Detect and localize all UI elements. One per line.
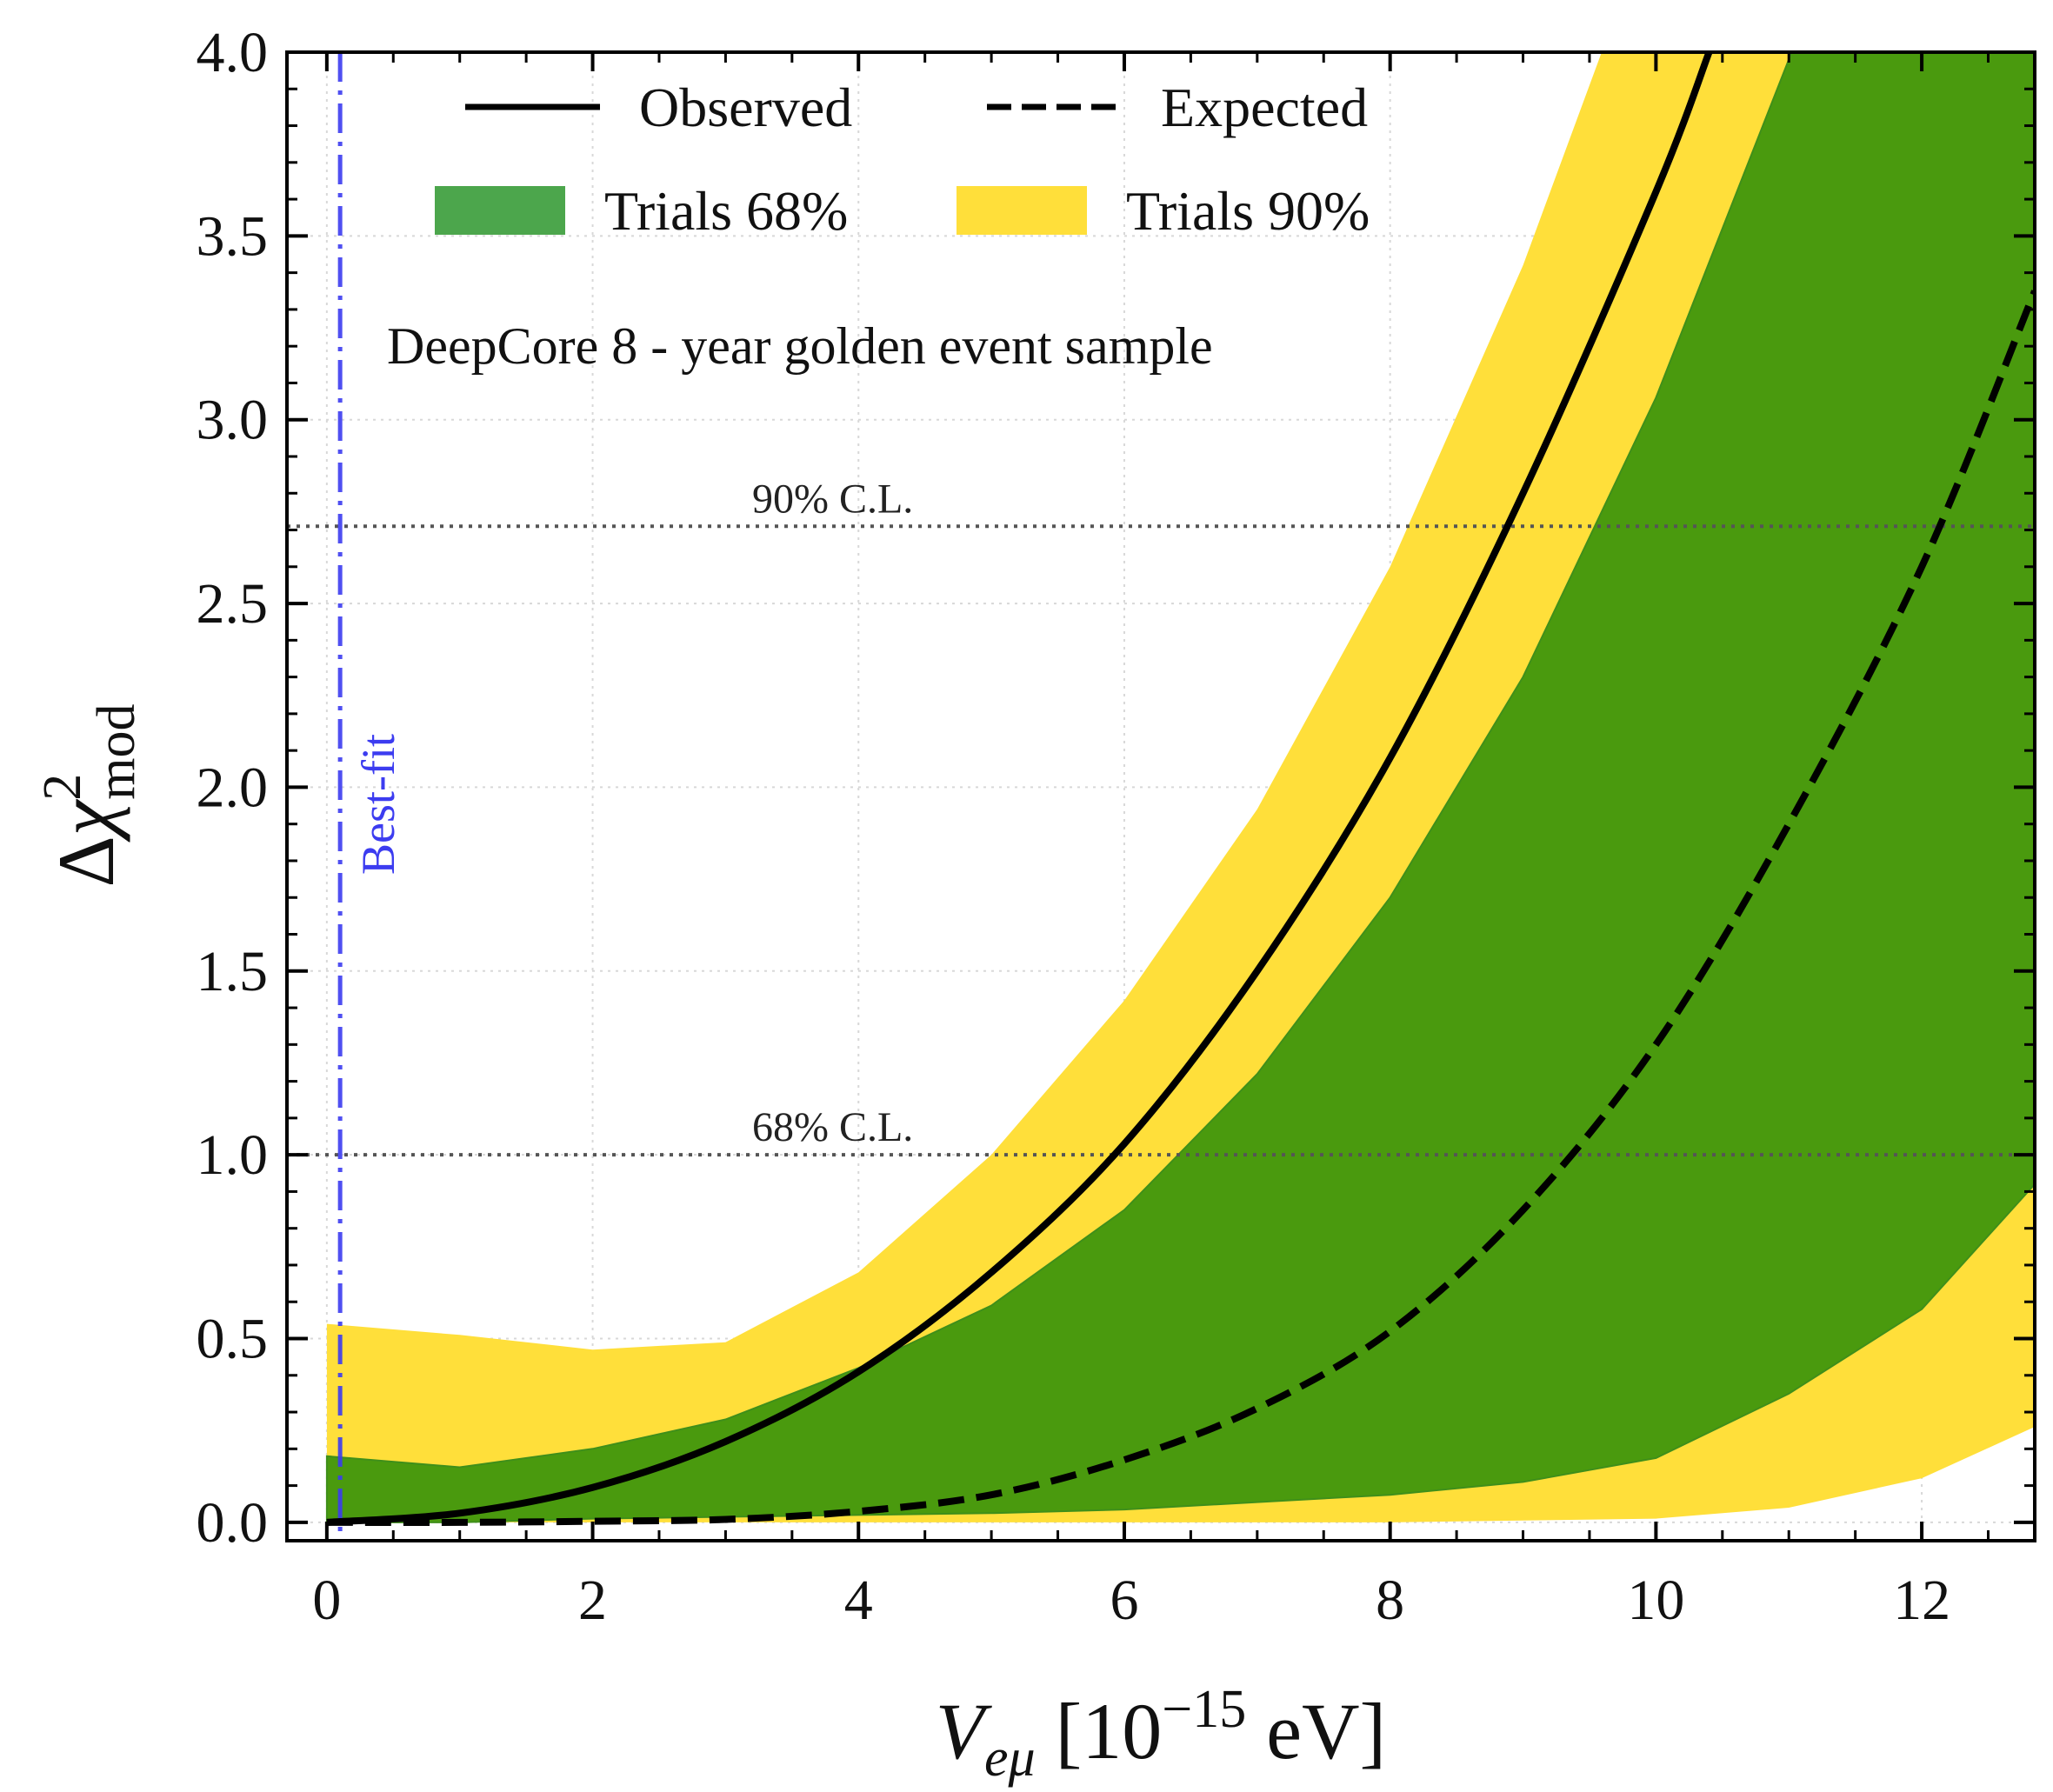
y-axis-title: Δχ2mod: [33, 704, 146, 888]
legend-swatch-trials-68: [435, 186, 565, 235]
y-axis-chi: χ: [42, 798, 130, 843]
reference-label-68-c-l: 68% C.L.: [752, 1104, 913, 1150]
series-expected-line: [326, 290, 2035, 1526]
y-tick-label: 1.5: [197, 940, 269, 1003]
legend: Observed Expected Trials 68% Trials 90%: [435, 77, 1370, 242]
series-lines: [326, 52, 2035, 1526]
y-axis-delta: Δ: [42, 836, 130, 887]
sample-annotation: DeepCore 8 - year golden event sample: [387, 317, 1213, 375]
y-tick-label: 3.5: [197, 204, 269, 268]
x-tick-label: 10: [1627, 1569, 1684, 1632]
x-axis-subscript: eμ: [984, 1729, 1036, 1788]
y-tick-label: 3.0: [197, 389, 269, 452]
y-tick-label: 0.0: [197, 1491, 269, 1555]
plot-frame: [285, 50, 2036, 1542]
y-tick-label: 2.5: [197, 572, 269, 636]
reference-label-90-c-l: 90% C.L.: [752, 476, 913, 522]
series-observed-line: [326, 52, 1713, 1526]
y-axis-exponent: 2: [33, 774, 92, 801]
legend-label-observed: Observed: [639, 77, 852, 138]
x-axis-title: Veμ [10−15 eV]: [936, 1680, 1386, 1788]
legend-label-expected: Expected: [1161, 77, 1368, 138]
x-tick-label: 2: [578, 1569, 607, 1632]
legend-label-trials-68: Trials 68%: [604, 180, 848, 242]
legend-swatch-trials-90: [957, 186, 1087, 235]
confidence-level-labels: 90% C.L. 68% C.L.: [752, 476, 913, 1150]
y-tick-label: 2.0: [197, 756, 269, 819]
x-axis-unit-post: eV]: [1246, 1687, 1386, 1775]
y-tick-label: 4.0: [197, 21, 269, 84]
x-axis-ticks: 0 2 4 6 8 10 12: [312, 52, 1990, 1632]
x-tick-label: 0: [312, 1569, 341, 1632]
reference-lines: [287, 524, 2035, 1157]
x-axis-symbol: V: [936, 1687, 993, 1775]
y-tick-label: 1.0: [197, 1123, 269, 1187]
best-fit-label: Best-fit: [352, 734, 404, 875]
y-tick-label: 0.5: [197, 1308, 269, 1371]
y-axis-subscript: mod: [87, 704, 146, 800]
plot-area: [287, 52, 2035, 1541]
x-tick-label: 8: [1376, 1569, 1404, 1632]
legend-label-trials-90: Trials 90%: [1126, 180, 1370, 242]
x-axis-unit-pre: [10: [1036, 1687, 1163, 1775]
x-axis-unit-exponent: −15: [1162, 1680, 1246, 1739]
x-tick-label: 12: [1893, 1569, 1950, 1632]
x-tick-label: 6: [1110, 1569, 1138, 1632]
y-axis-ticks: 0.0 0.5 1.0 1.5 2.0 2.5 3.0 3.5 4.0: [197, 21, 2035, 1555]
x-tick-label: 4: [844, 1569, 873, 1632]
